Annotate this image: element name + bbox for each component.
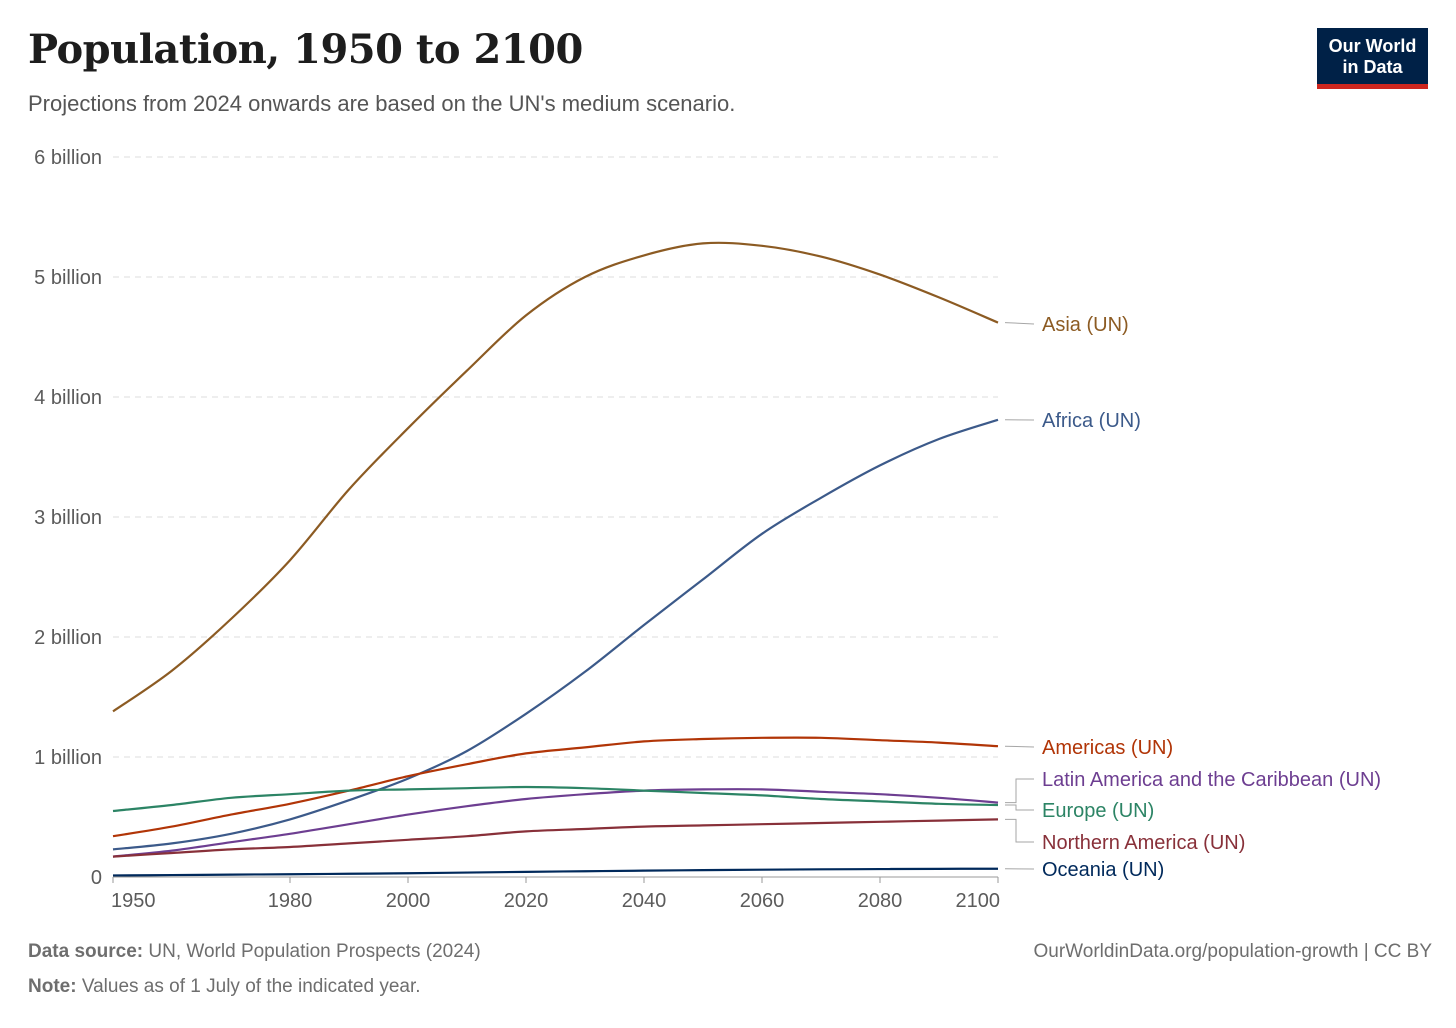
y-tick-label: 1 billion: [34, 747, 102, 769]
y-tick-label: 6 billion: [34, 147, 102, 169]
y-tick-label: 5 billion: [34, 267, 102, 289]
series-line: [112, 867, 999, 877]
logo-line-1: Our World: [1328, 36, 1417, 56]
series-label: Oceania (UN): [1042, 859, 1164, 881]
series-line: [112, 788, 999, 858]
grid-lines: [113, 156, 998, 758]
series-label: Asia (UN): [1042, 314, 1129, 336]
x-tick-label: 1950: [111, 890, 156, 912]
series-line: [112, 241, 999, 713]
logo-line-2: in Data: [1342, 57, 1403, 77]
x-tick-label: 2020: [504, 890, 549, 912]
chart-title: Population, 1950 to 2100: [28, 26, 583, 73]
series-label: Americas (UN): [1042, 737, 1173, 759]
y-tick-label: 3 billion: [34, 507, 102, 529]
label-connector: [1004, 745, 1035, 748]
series-label: Europe (UN): [1042, 800, 1154, 822]
line-chart: 0 1 billion 2 billion 3 billion 4 billion 5 b…: [34, 147, 1381, 912]
x-tick-label: 2040: [622, 890, 667, 912]
note-text: Values as of 1 July of the indicated yea…: [81, 976, 421, 997]
data-source: Data source: UN, World Population Prospe…: [28, 941, 481, 963]
series-line: [112, 785, 999, 813]
chart-note: Note: Values as of 1 July of the indicat…: [28, 976, 421, 998]
x-tick-label: 2100: [956, 890, 1001, 912]
y-tick-label: 2 billion: [34, 627, 102, 649]
series-label: Africa (UN): [1042, 410, 1141, 432]
label-connector: [1005, 804, 1034, 811]
y-tick-label: 4 billion: [34, 387, 102, 409]
x-tick-label: 2060: [740, 890, 785, 912]
label-connector: [1004, 322, 1035, 325]
x-tick-label: 2000: [386, 890, 431, 912]
x-tick-label: 2080: [858, 890, 903, 912]
label-connector: [1005, 818, 1034, 843]
data-source-text[interactable]: UN, World Population Prospects (2024): [148, 941, 481, 962]
series-label: Northern America (UN): [1042, 832, 1245, 854]
y-axis-tick-labels: 0 1 billion 2 billion 3 billion 4 billion 5 b…: [34, 147, 102, 889]
series-line: [112, 818, 999, 858]
data-source-label: Data source:: [28, 941, 144, 962]
x-tick-label: 1980: [268, 890, 313, 912]
chart-subtitle: Projections from 2024 onwards are based …: [28, 91, 736, 116]
y-tick-label: 0: [91, 867, 102, 889]
owid-logo[interactable]: Our World in Data: [1317, 28, 1428, 89]
note-label: Note:: [28, 976, 77, 997]
credit-link[interactable]: OurWorldinData.org/population-growth | C…: [1033, 941, 1433, 962]
series-lines: [112, 241, 999, 877]
series-label: Latin America and the Caribbean (UN): [1042, 769, 1381, 791]
series-line: [112, 418, 999, 851]
x-axis: 1950 1980 2000 2020 2040 2060 2080 2100: [111, 876, 1001, 912]
series-labels: Asia (UN) Africa (UN) Americas (UN) Latin A…: [1004, 314, 1381, 881]
label-connector: [1005, 778, 1034, 804]
series-line: [112, 736, 999, 838]
